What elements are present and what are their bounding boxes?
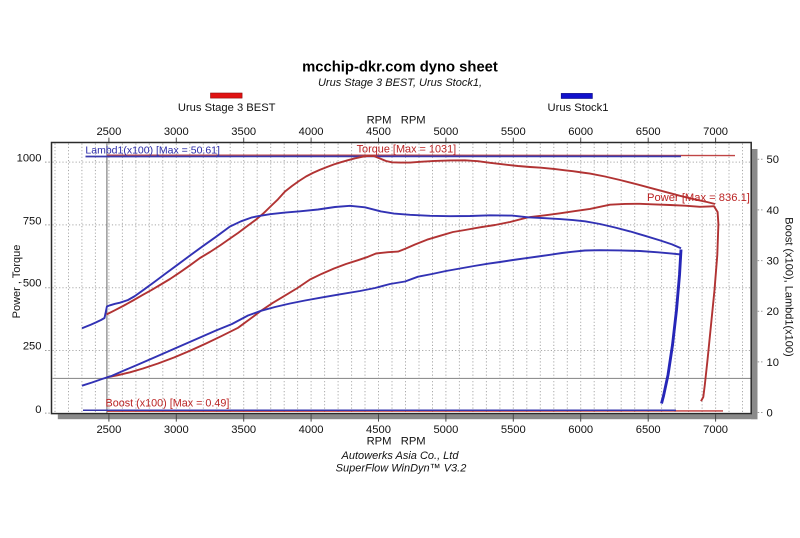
- svg-text:Power , Torque: Power , Torque: [11, 245, 23, 319]
- svg-text:500: 500: [23, 278, 42, 290]
- svg-text:Urus Stage 3 BEST: Urus Stage 3 BEST: [178, 102, 276, 114]
- svg-text:1000: 1000: [17, 152, 42, 164]
- svg-text:2500: 2500: [96, 126, 121, 138]
- svg-text:3000: 3000: [164, 126, 189, 138]
- svg-text:3500: 3500: [231, 424, 256, 436]
- svg-text:RPM: RPM: [367, 436, 392, 448]
- svg-text:3500: 3500: [231, 126, 256, 138]
- svg-text:4500: 4500: [366, 424, 391, 436]
- svg-text:250: 250: [23, 341, 42, 353]
- svg-text:6500: 6500: [636, 424, 661, 436]
- svg-text:Autowerks Asia Co., Ltd: Autowerks Asia Co., Ltd: [341, 450, 460, 462]
- svg-text:mcchip-dkr.com dyno sheet: mcchip-dkr.com dyno sheet: [302, 60, 498, 76]
- svg-text:0: 0: [35, 404, 41, 416]
- svg-text:0: 0: [767, 408, 773, 420]
- svg-text:50: 50: [767, 154, 779, 166]
- svg-text:6000: 6000: [568, 424, 593, 436]
- svg-text:5500: 5500: [501, 126, 526, 138]
- svg-text:6000: 6000: [568, 126, 593, 138]
- svg-text:5500: 5500: [501, 424, 526, 436]
- svg-text:Power [Max = 836.1]: Power [Max = 836.1]: [647, 192, 750, 204]
- svg-text:10: 10: [767, 357, 779, 369]
- svg-text:6500: 6500: [636, 126, 661, 138]
- svg-text:7000: 7000: [703, 126, 728, 138]
- svg-text:7000: 7000: [703, 424, 728, 436]
- svg-text:2500: 2500: [96, 424, 121, 436]
- svg-text:4000: 4000: [299, 424, 324, 436]
- svg-text:Urus Stock1: Urus Stock1: [548, 102, 609, 114]
- svg-text:SuperFlow WinDyn™ V3.2: SuperFlow WinDyn™ V3.2: [336, 462, 467, 474]
- svg-text:Torque [Max = 1031]: Torque [Max = 1031]: [357, 144, 457, 156]
- svg-text:40: 40: [767, 205, 779, 217]
- svg-text:750: 750: [23, 216, 42, 228]
- svg-text:3000: 3000: [164, 424, 189, 436]
- svg-text:RPM: RPM: [401, 115, 426, 127]
- svg-text:Lambd1(x100) [Max = 50.61]: Lambd1(x100) [Max = 50.61]: [85, 145, 220, 157]
- svg-text:4000: 4000: [299, 126, 324, 138]
- svg-text:RPM: RPM: [367, 115, 392, 127]
- svg-text:Boost (x100) [Max = 0.49]: Boost (x100) [Max = 0.49]: [106, 398, 230, 410]
- svg-text:5000: 5000: [433, 424, 458, 436]
- svg-text:Boost (x100), Lambd1(x100): Boost (x100), Lambd1(x100): [783, 217, 795, 356]
- svg-text:30: 30: [767, 256, 779, 268]
- svg-text:4500: 4500: [366, 126, 391, 138]
- svg-text:RPM: RPM: [401, 436, 426, 448]
- svg-text:5000: 5000: [433, 126, 458, 138]
- svg-text:20: 20: [767, 306, 779, 318]
- svg-text:Urus Stage 3 BEST, Urus Stock1: Urus Stage 3 BEST, Urus Stock1,: [318, 77, 482, 89]
